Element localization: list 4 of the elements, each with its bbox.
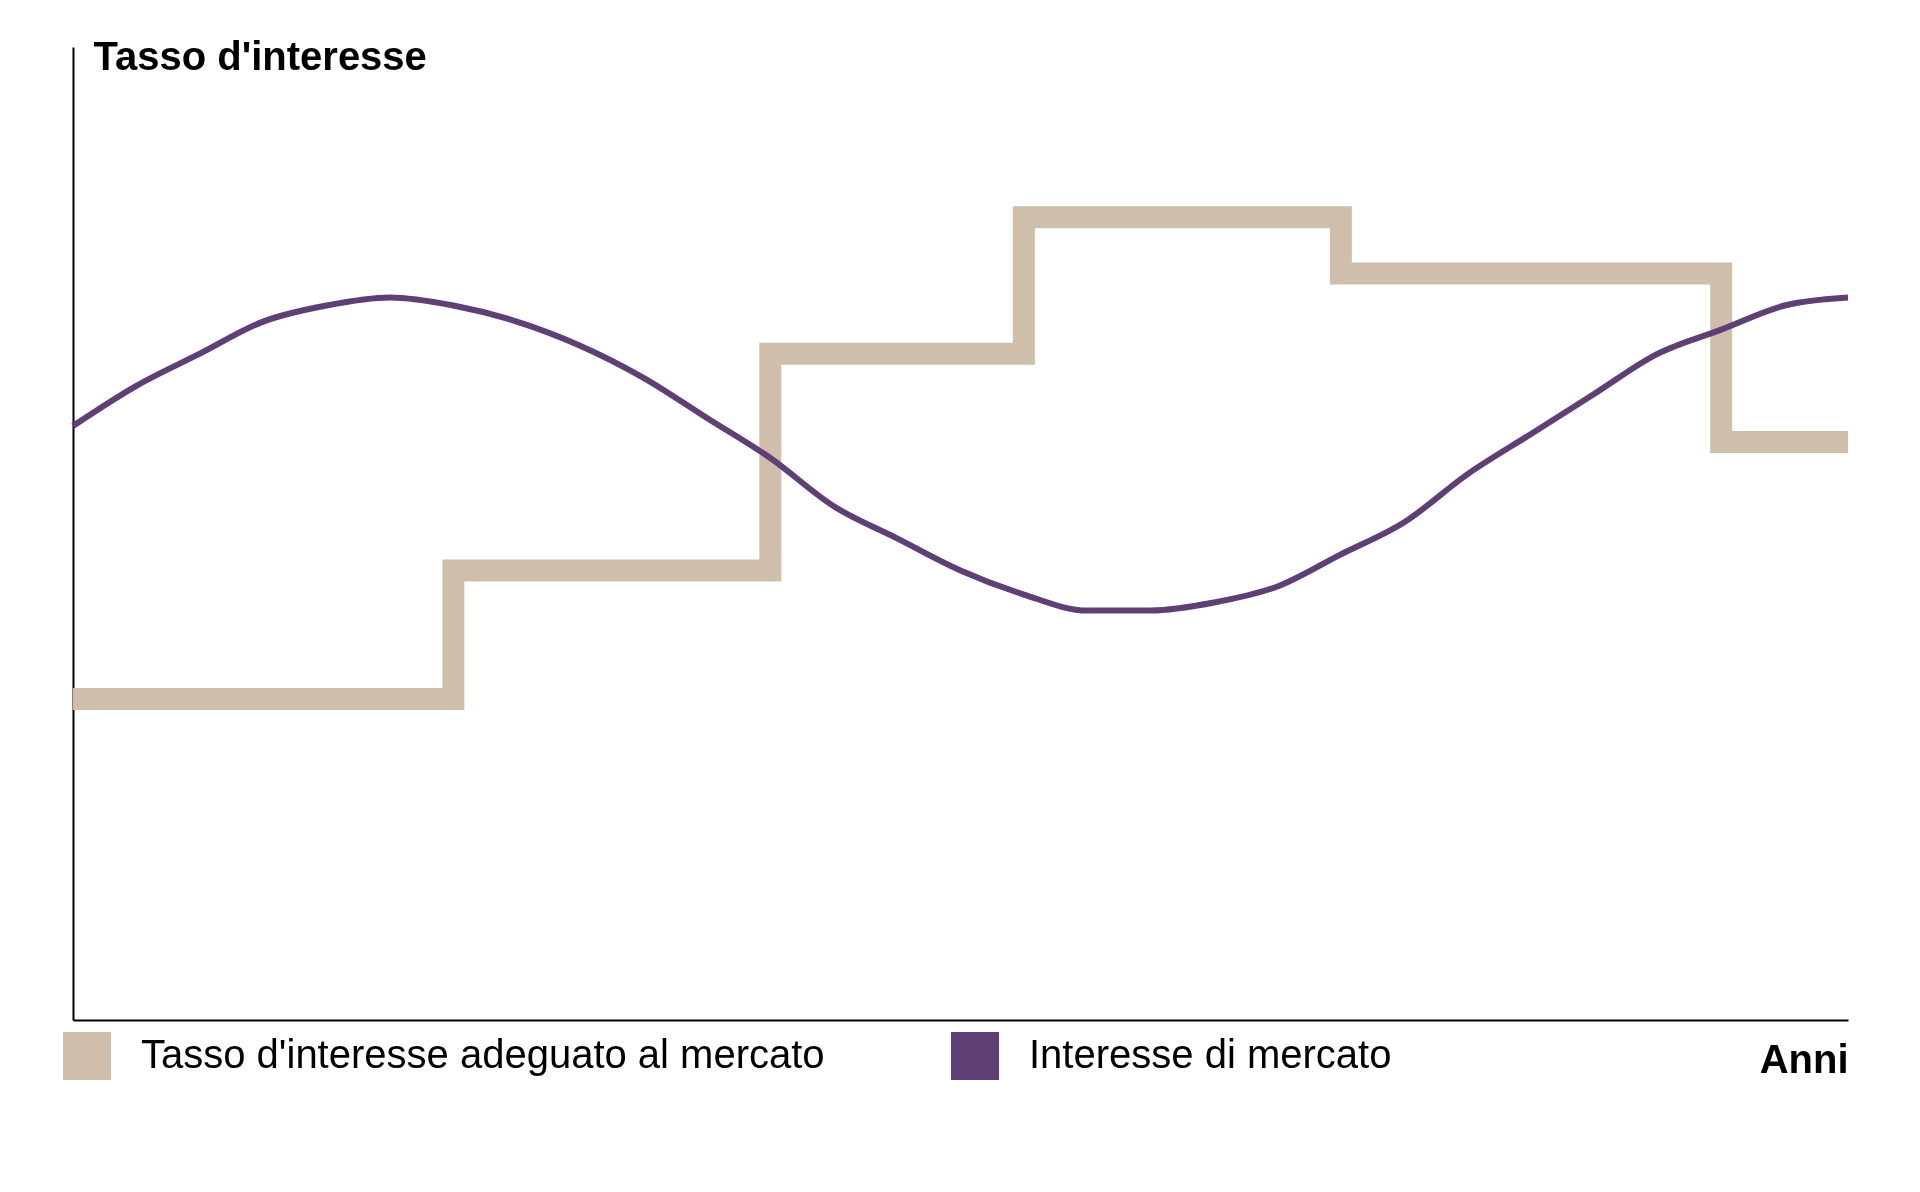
legend-label: Tasso d'interesse adeguato al mercato [141,1032,825,1076]
legend-label: Interesse di mercato [1029,1032,1392,1076]
y-axis-title: Tasso d'interesse [93,33,427,78]
x-axis-title: Anni [1759,1036,1849,1081]
